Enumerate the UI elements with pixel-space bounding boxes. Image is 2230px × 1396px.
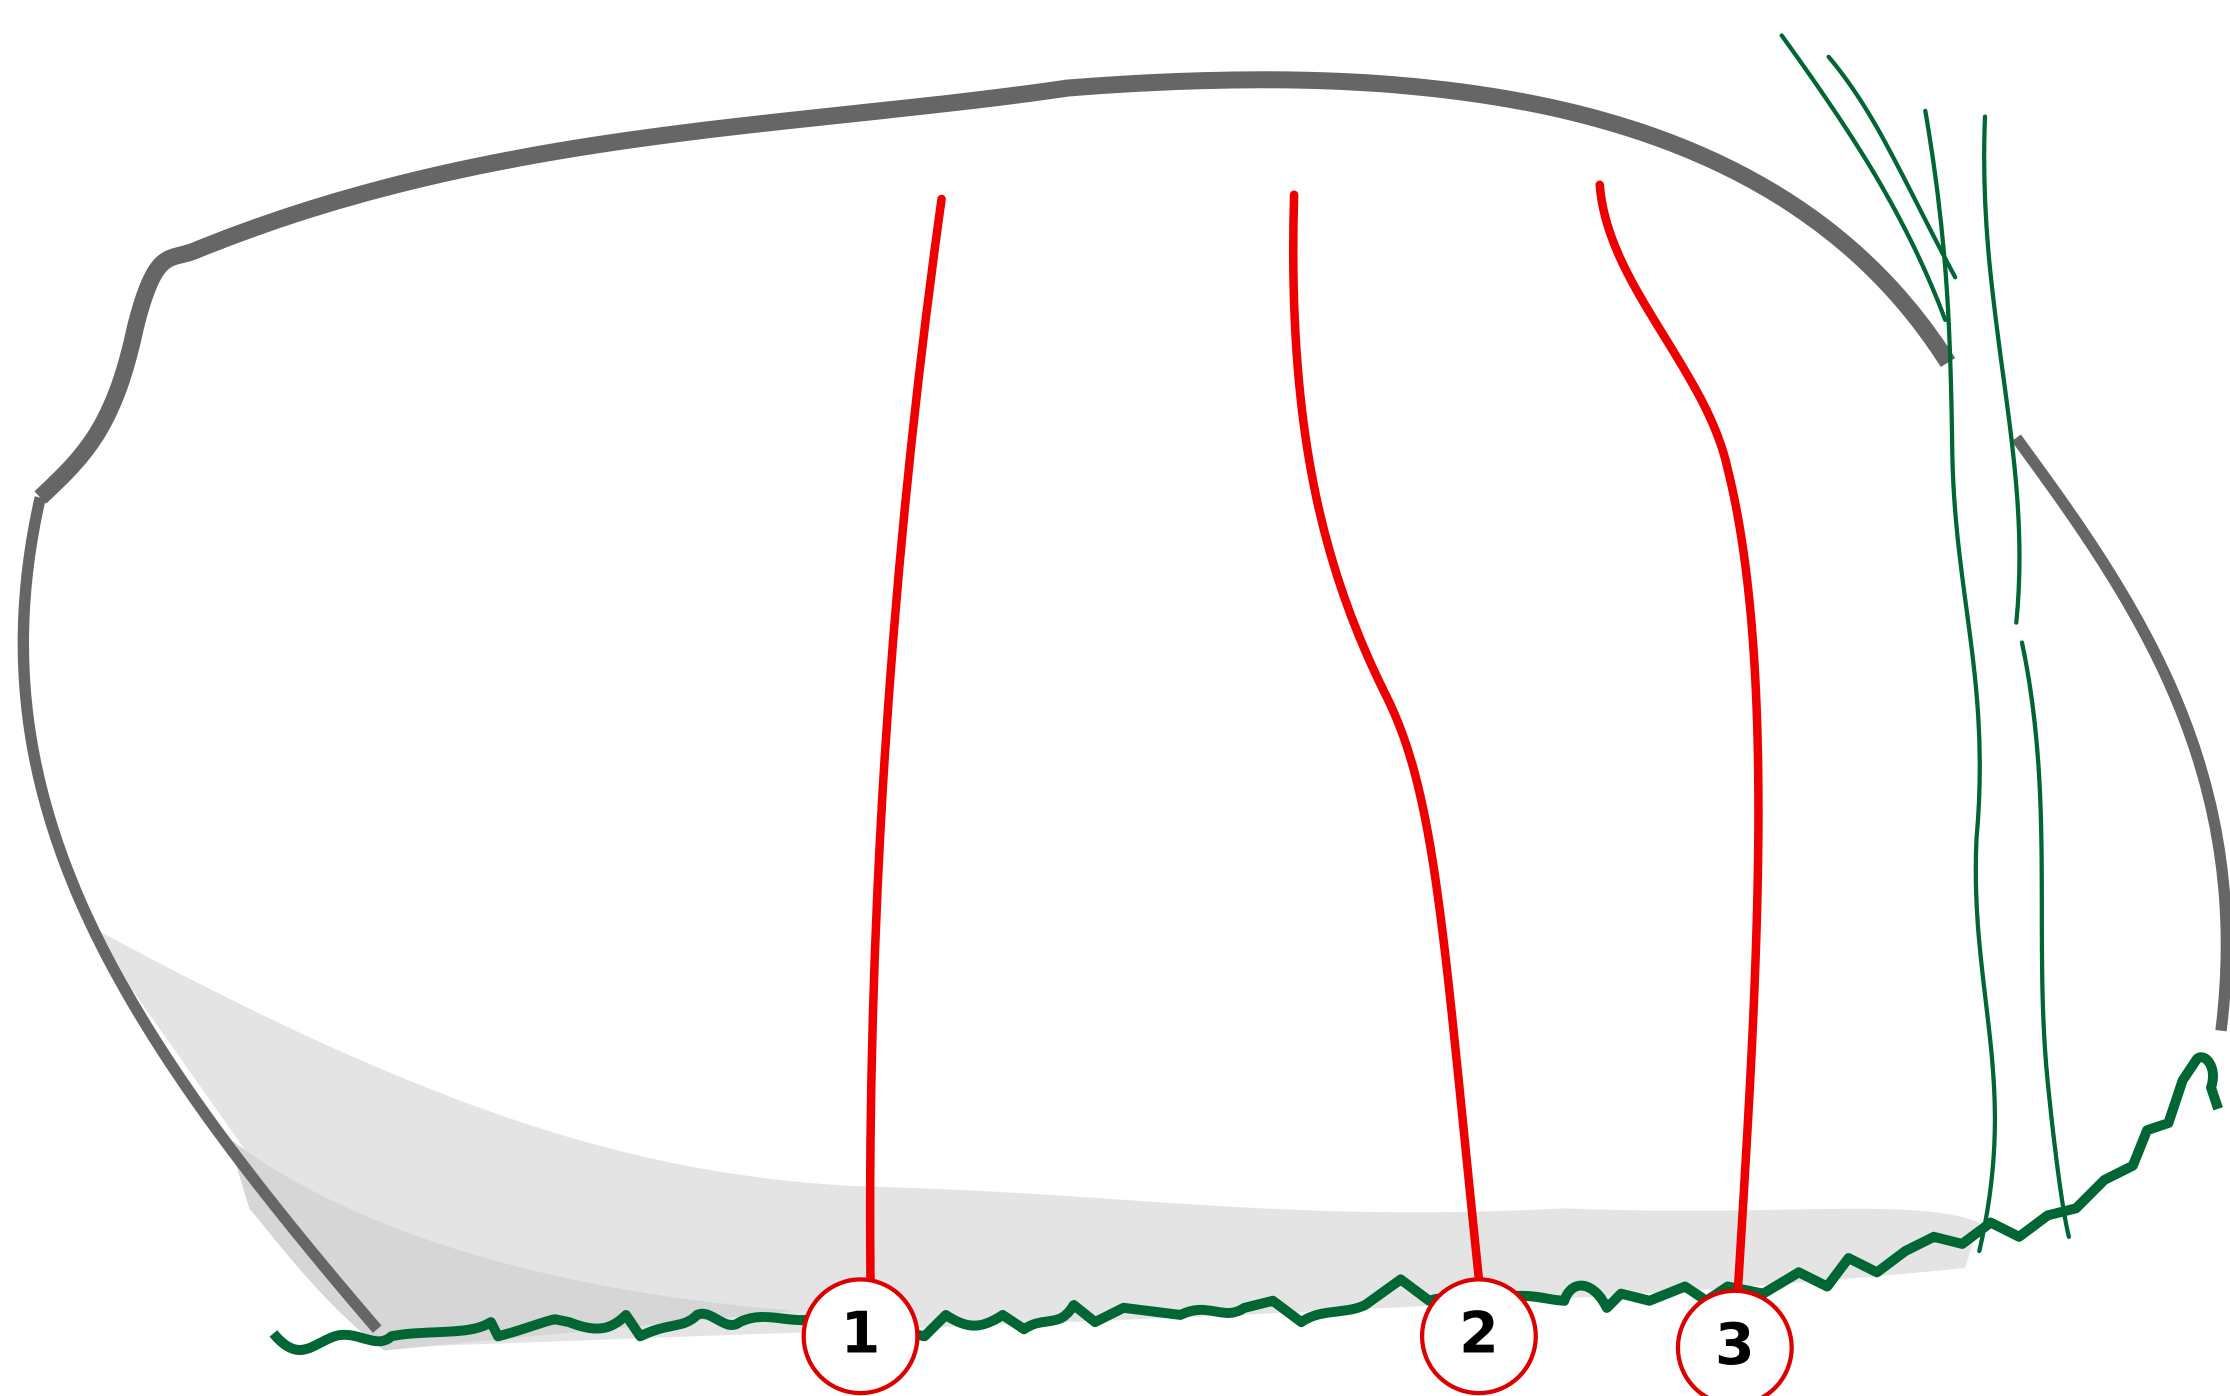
grass-line xyxy=(269,1052,2223,1355)
marker-circle xyxy=(1419,1277,1538,1396)
shadow-area xyxy=(85,924,1980,1348)
marker-label: 3 xyxy=(1715,1312,1755,1378)
line-2 xyxy=(1288,190,1484,1284)
grass-blade xyxy=(1982,114,2022,625)
marker: 2 xyxy=(1419,1277,1538,1396)
marker-circle xyxy=(1675,1288,1794,1396)
marker-circle xyxy=(801,1277,920,1396)
line-3 xyxy=(1595,180,1763,1298)
grass-blade xyxy=(2019,640,2072,1239)
rock xyxy=(17,71,2230,1351)
line-1 xyxy=(865,194,946,1284)
marker: 3 xyxy=(1675,1288,1794,1396)
shadow-dark xyxy=(227,1137,797,1351)
grass-blade xyxy=(1779,33,1948,322)
grass-blade xyxy=(1826,54,1958,280)
marker: 1 xyxy=(801,1277,920,1396)
rock-outline xyxy=(2011,434,2230,1032)
rock-outline xyxy=(34,71,1956,504)
marker-label: 1 xyxy=(841,1300,881,1366)
grass xyxy=(269,33,2223,1355)
lines xyxy=(865,180,1763,1298)
marker-label: 2 xyxy=(1459,1300,1499,1366)
grass-blade xyxy=(1923,108,1998,1254)
rock-outline xyxy=(17,496,382,1333)
